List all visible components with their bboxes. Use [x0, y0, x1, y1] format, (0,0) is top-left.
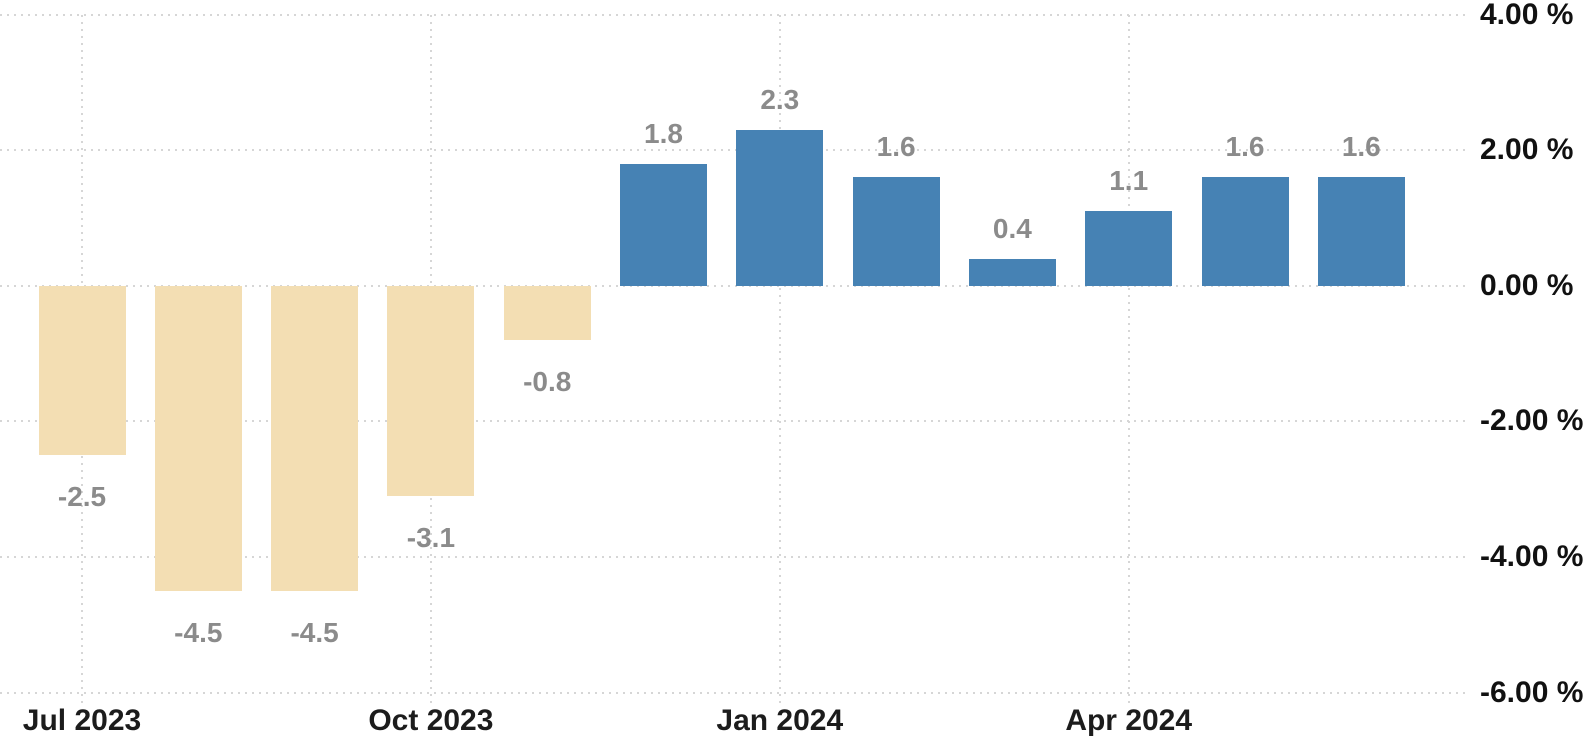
- h-gridline--2: [0, 420, 1470, 423]
- bar-3-negative: [387, 285, 475, 496]
- bar-value-label-0: -2.5: [57, 481, 107, 513]
- bar-value-label-7: 1.6: [876, 131, 916, 163]
- h-gridline--6: [0, 691, 1470, 694]
- y-axis-label--6: -6.00 %: [1480, 675, 1584, 709]
- h-gridline-0: [0, 284, 1470, 287]
- bar-6-positive: [736, 129, 824, 286]
- bar-9-positive: [1085, 211, 1173, 286]
- y-axis-label--2: -2.00 %: [1480, 404, 1584, 438]
- bar-value-label-6: 2.3: [760, 83, 800, 115]
- bar-value-label-4: -0.8: [523, 365, 572, 397]
- y-axis-label-0: 0.00 %: [1480, 268, 1574, 302]
- bar-value-label-9: 1.1: [1109, 165, 1149, 197]
- x-axis-label-oct-2023: Oct 2023: [368, 704, 494, 737]
- bar-value-label-8: 0.4: [992, 212, 1032, 244]
- bar-8-positive: [968, 258, 1056, 286]
- bar-7-positive: [852, 177, 940, 286]
- bar-1-negative: [154, 285, 242, 591]
- bar-5-positive: [620, 163, 707, 286]
- h-gridline-4: [0, 13, 1470, 16]
- bar-value-label-2: -4.5: [290, 616, 339, 648]
- v-gridline-jan-2024: [778, 15, 781, 703]
- bar-value-label-1: -4.5: [174, 616, 223, 648]
- bar-value-label-10: 1.6: [1225, 131, 1265, 163]
- y-axis-label--4: -4.00 %: [1480, 539, 1584, 573]
- x-axis-label-apr-2024: Apr 2024: [1065, 704, 1193, 737]
- y-axis-label-2: 2.00 %: [1480, 133, 1574, 167]
- bar-2-negative: [271, 285, 359, 591]
- bar-value-label-5: 1.8: [644, 117, 683, 149]
- y-axis-label-4: 4.00 %: [1480, 0, 1574, 31]
- v-gridline-apr-2024: [1127, 15, 1130, 703]
- bar-10-positive: [1201, 177, 1289, 286]
- h-gridline-2: [0, 149, 1470, 152]
- x-axis-label-jan-2024: Jan 2024: [716, 704, 844, 737]
- x-axis-label-jul-2023: Jul 2023: [22, 704, 142, 737]
- bar-0-negative: [38, 285, 126, 456]
- bar-11-positive: [1317, 177, 1405, 286]
- bar-value-label-11: 1.6: [1341, 131, 1381, 163]
- bar-4-negative: [503, 285, 591, 340]
- h-gridline--4: [0, 555, 1470, 558]
- bar-value-label-3: -3.1: [406, 521, 456, 553]
